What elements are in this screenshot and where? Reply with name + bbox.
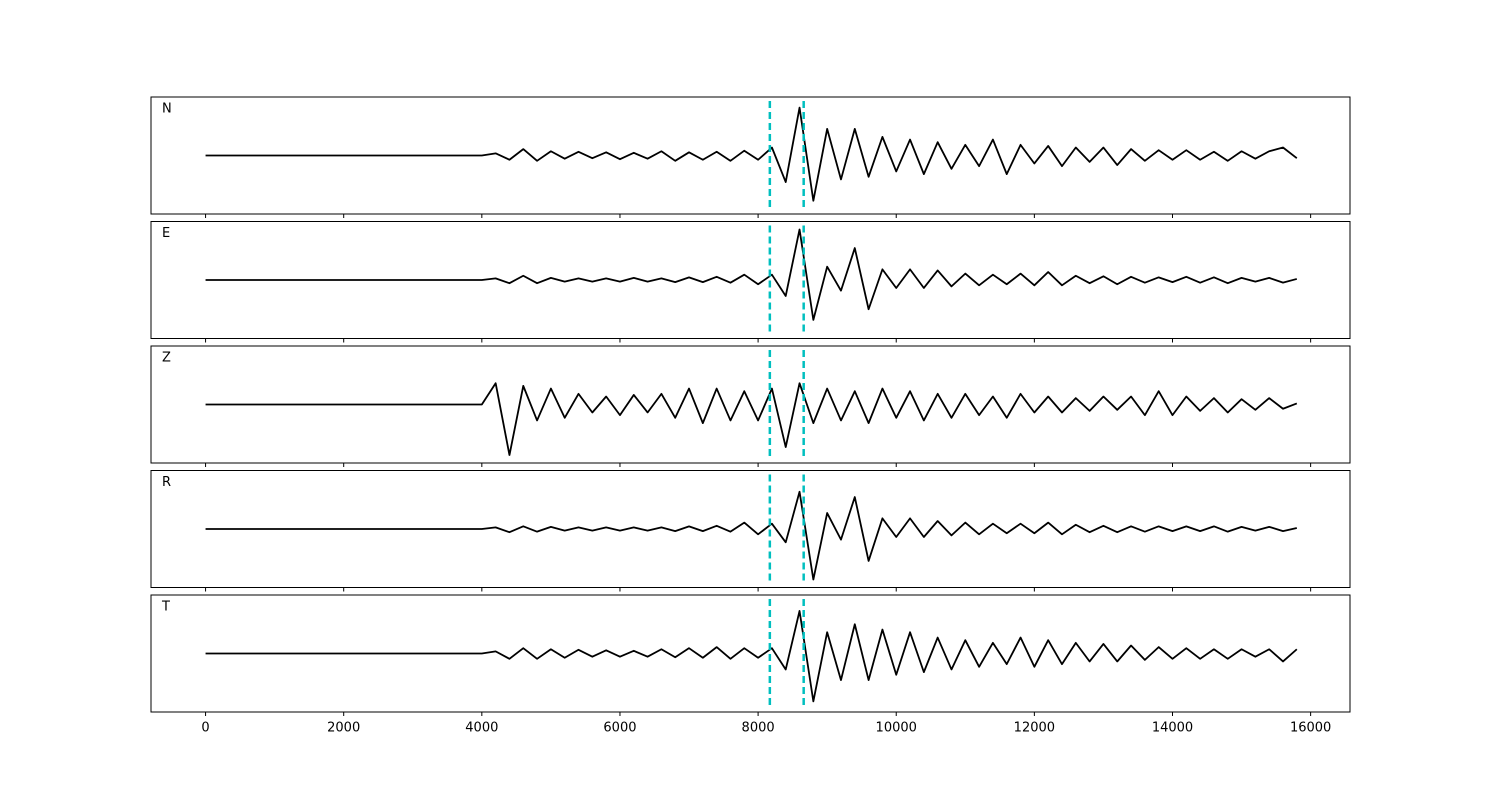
panel-frame — [150, 594, 1351, 713]
x-tick-label: 8000 — [742, 721, 775, 736]
waveform — [205, 610, 1298, 703]
x-tick-label: 0 — [201, 721, 209, 736]
panel-frame — [150, 345, 1351, 464]
panel-label: Z — [162, 351, 171, 366]
waveform — [205, 228, 1298, 321]
waveform — [205, 106, 1298, 202]
panel-label: R — [162, 475, 171, 490]
panel-frame — [150, 470, 1351, 588]
x-tick-label: 14000 — [1152, 721, 1193, 736]
x-tick-label: 12000 — [1014, 721, 1055, 736]
panel-label: T — [161, 600, 170, 615]
panel-label: E — [162, 226, 170, 241]
x-tick-label: 16000 — [1290, 721, 1331, 736]
x-tick-label: 2000 — [327, 721, 360, 736]
panel-frame — [150, 221, 1351, 339]
x-tick-label: 6000 — [603, 721, 636, 736]
panel-label: N — [162, 102, 172, 117]
x-tick-label: 10000 — [876, 721, 917, 736]
waveform — [205, 382, 1298, 456]
x-tick-label: 4000 — [465, 721, 498, 736]
waveform — [205, 490, 1298, 581]
panel-frame — [150, 96, 1351, 215]
